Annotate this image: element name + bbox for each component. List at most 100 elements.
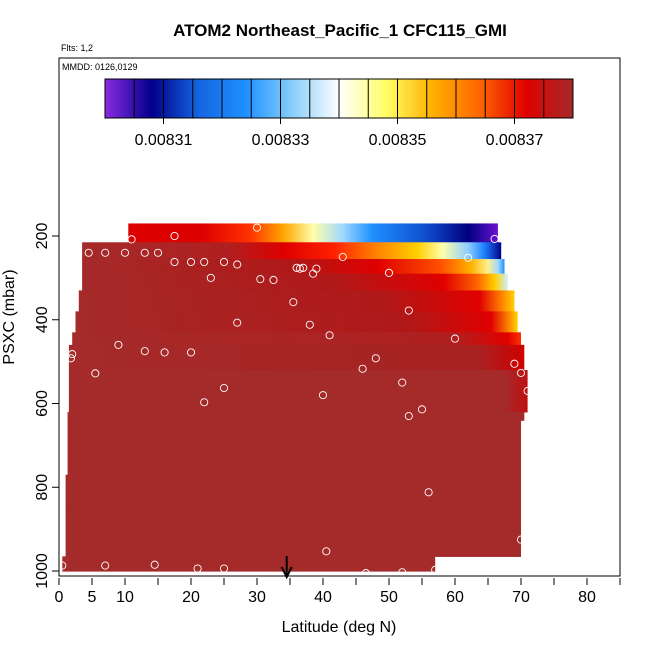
sample-point [404,412,413,421]
sample-point [153,248,163,257]
sample-point [140,347,149,356]
field-band [82,242,502,260]
sample-point [252,223,262,232]
sample-point [292,263,301,272]
colorbar-tick-label: 0.00833 [252,132,310,149]
y-axis: 200 400 600 800 1000 [34,223,59,589]
sample-point [91,369,100,378]
x-tick-label: 5 [88,589,97,606]
sample-point [269,275,278,285]
sample-point [371,354,380,363]
sample-point [120,248,130,257]
x-axis-label: Latitude (deg N) [282,619,397,636]
x-tick-label: 80 [578,589,596,606]
x-tick-label: 30 [248,589,266,606]
y-axis-label: PSXC (mbar) [1,269,18,364]
field-band [62,556,436,572]
y-tick-label: 1000 [34,553,51,589]
sample-point [170,231,179,241]
field-band [65,508,521,557]
sample-point [206,273,215,282]
y-tick-label: 200 [34,223,51,250]
plot-frame [58,57,621,577]
sample-point [516,535,526,544]
sample-point [417,405,427,414]
sample-point [523,386,532,395]
sample-point [140,248,149,257]
sample-point [398,378,407,387]
sample-point [358,364,367,373]
sample-point [101,248,110,257]
x-axis: 0 5 10 20 30 40 50 60 70 80 [55,578,621,606]
dates-annotation: MMDD: 0126,0129 [62,62,138,72]
sample-point [101,561,110,570]
sample-point [66,354,75,363]
sample-point [68,350,77,359]
sample-point [256,275,265,284]
sample-point [219,383,229,393]
sample-point [305,320,314,329]
sample-point [325,331,334,340]
sample-point [490,234,499,243]
sample-point [200,257,209,267]
sample-point [170,257,179,267]
sample-point [114,340,123,349]
y-tick-label: 400 [34,306,51,333]
field-band [72,332,521,346]
sample-point [516,368,526,377]
sample-point [233,260,242,269]
field-band [68,344,525,371]
sample-point [404,306,413,315]
sample-point [299,263,308,272]
sample-point [431,565,440,574]
sample-point [424,488,433,497]
sample-point [186,257,196,267]
sample-point [127,235,136,244]
sample-point [193,564,202,573]
latitude-marker-arrow [280,556,293,580]
sample-point [160,348,169,357]
sample-point [233,318,242,327]
colorbar-tick-label: 0.00837 [486,132,544,149]
x-tick-label: 70 [512,589,530,606]
sample-point [295,264,304,273]
field-band [68,370,528,413]
sample-point [289,298,298,307]
sample-point [186,348,196,357]
colorbar [104,78,574,124]
sample-point [510,359,519,368]
colorbar-tick-label: 0.00831 [135,132,193,149]
x-tick-label: 10 [116,589,134,606]
field-band [82,273,508,292]
sample-point [318,391,328,400]
x-tick-label: 20 [182,589,200,606]
colorbar-tick-labels: 0.00831 0.00833 0.00835 0.00837 [135,132,544,149]
sample-point [309,269,318,278]
colorbar-tick-label: 0.00835 [369,132,427,149]
y-tick-label: 800 [34,474,51,501]
sample-point [464,253,473,262]
plot-area [58,223,532,580]
sample-point [219,564,229,573]
field-band [67,411,525,421]
sample-point [322,547,331,556]
y-tick-label: 600 [34,390,51,417]
field-band [128,223,498,243]
chart-title: ATOM2 Northeast_Pacific_1 CFC115_GMI [173,21,507,40]
data-field [62,223,528,572]
sample-points [58,223,532,578]
flights-annotation: Flts: 1,2 [61,43,93,53]
field-band [65,474,521,509]
field-band [67,420,521,476]
sample-point [384,268,394,277]
sample-point [200,398,209,407]
field-band [75,311,518,333]
sample-point [450,334,460,343]
colorbar-frame [104,78,574,119]
marker-head [280,566,293,580]
sample-point [84,248,93,257]
x-tick-label: 40 [314,589,332,606]
sample-point [150,560,159,569]
x-tick-label: 60 [446,589,464,606]
